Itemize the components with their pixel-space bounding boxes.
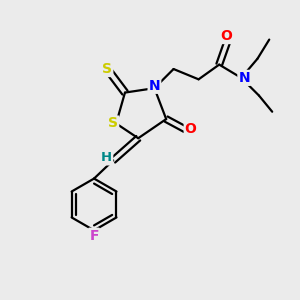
Text: N: N — [148, 79, 160, 93]
Text: S: S — [102, 62, 112, 76]
Text: H: H — [101, 152, 112, 164]
Text: O: O — [185, 122, 197, 136]
Text: F: F — [89, 229, 99, 243]
Text: S: S — [108, 116, 118, 130]
Text: O: O — [220, 29, 232, 43]
Text: N: N — [238, 71, 250, 85]
